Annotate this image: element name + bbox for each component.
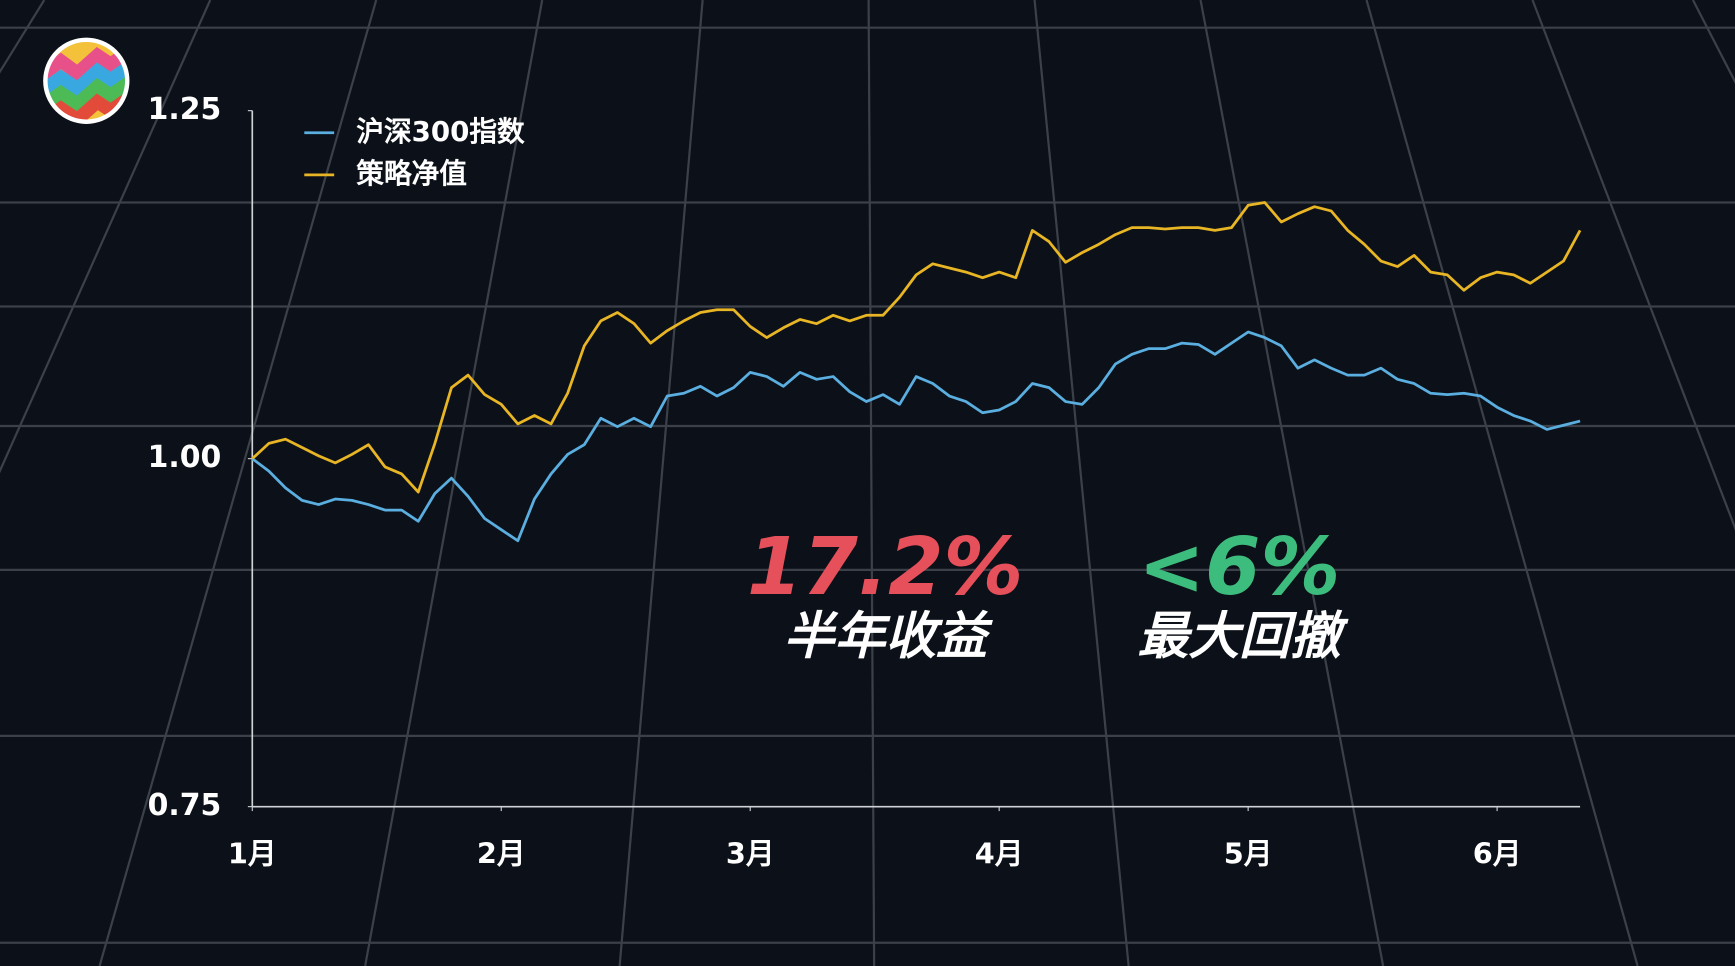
- y-tick-label: 0.75: [148, 788, 222, 823]
- annotation-value: <6%: [1138, 520, 1340, 613]
- annotation-label: 半年收益: [783, 608, 993, 667]
- y-tick-label: 1.00: [148, 440, 222, 475]
- logo: [43, 37, 130, 124]
- x-tick-label: 2月: [477, 836, 526, 870]
- legend-label: 策略净值: [356, 157, 467, 190]
- x-tick-label: 5月: [1224, 836, 1273, 870]
- x-tick-label: 6月: [1473, 836, 1522, 870]
- x-tick-label: 1月: [228, 836, 277, 870]
- series-line: [251, 330, 1581, 543]
- annotation-label: 最大回撤: [1138, 608, 1350, 667]
- annotation-value: 17.2%: [747, 520, 1023, 613]
- x-tick-label: 3月: [726, 836, 775, 870]
- legend-label: 沪深300指数: [356, 115, 525, 148]
- x-tick-label: 4月: [975, 836, 1024, 870]
- y-tick-label: 1.25: [148, 92, 222, 127]
- series-line: [251, 201, 1582, 494]
